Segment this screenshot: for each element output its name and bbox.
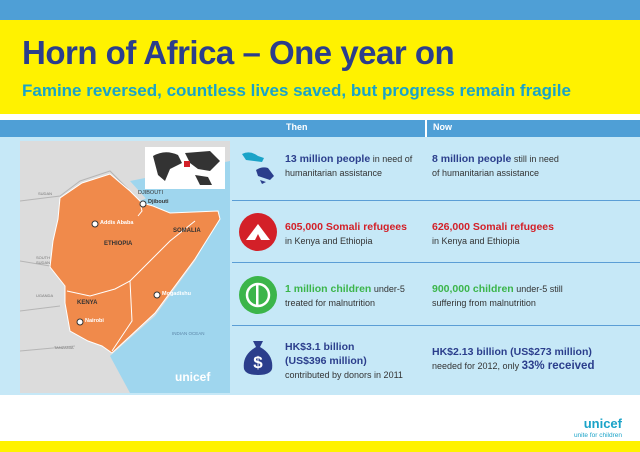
row3-now-text: 900,000 children under-5 still suffering… — [432, 283, 563, 308]
row4-then-text: HK$3.1 billion (US$396 million) contribu… — [285, 341, 403, 380]
map-label-indian-ocean: INDIAN OCEAN — [172, 331, 205, 336]
map-label-nairobi: Nairobi — [85, 318, 104, 324]
page-subtitle: Famine reversed, countless lives saved, … — [22, 81, 571, 100]
refugee-tent-icon — [238, 212, 278, 252]
mogadishu-marker — [153, 291, 161, 299]
addis-ababa-marker — [91, 220, 99, 228]
row-divider — [232, 200, 640, 201]
money-bag-icon: $ — [238, 337, 278, 377]
map-label-tanzania: TANZANIA — [54, 345, 74, 350]
djibouti-marker — [139, 200, 147, 208]
row4-now-text: HK$2.13 billion (US$273 million) needed … — [432, 346, 595, 372]
horn-region — [49, 173, 221, 354]
row3-then-text: 1 million children under-5 treated for m… — [285, 283, 405, 308]
svg-text:$: $ — [253, 353, 263, 372]
then-header-label: Then — [286, 122, 308, 132]
map-label-south-sudan: SOUTH SUDAN — [36, 255, 51, 265]
map-label-mogadishu: Mogadishu — [162, 291, 192, 297]
map-label-addis-ababa: Addis Ababa — [100, 220, 134, 226]
row1-then-text: 13 million people in need of humanitaria… — [285, 153, 413, 178]
then-column-header: Then — [0, 120, 425, 137]
map-label-kenya: KENYA — [77, 300, 98, 306]
sea-area — [110, 161, 230, 393]
map-label-somalia: SOMALIA — [173, 228, 201, 234]
horn-of-africa-map: DJIBOUTI Djibouti Addis Ababa ETHIOPIA S… — [20, 141, 230, 393]
nutrition-plate-icon — [238, 275, 278, 315]
globe-inset-icon — [145, 147, 225, 189]
top-band — [0, 0, 640, 20]
helping-hands-icon — [238, 146, 278, 186]
map-unicef-logo: unicef — [175, 370, 211, 384]
header-band — [0, 20, 640, 114]
map-label-djibouti-city: Djibouti — [148, 199, 169, 205]
row-divider — [232, 262, 640, 263]
row2-now-text: 626,000 Somali refugees in Kenya and Eth… — [432, 221, 554, 246]
nairobi-marker — [76, 318, 84, 326]
map-label-sudan: SUDAN — [38, 191, 53, 196]
now-column-header: Now — [427, 120, 640, 137]
now-header-label: Now — [433, 122, 452, 132]
map-label-ethiopia: ETHIOPIA — [104, 241, 133, 247]
map-label-uganda: UGANDA — [36, 293, 54, 298]
row1-now-text: 8 million people still in need of humani… — [432, 153, 559, 178]
unicef-footer-logo: unicef unite for children — [573, 416, 622, 439]
bottom-band — [0, 441, 640, 452]
map-label-djibouti-country: DJIBOUTI — [138, 190, 164, 196]
row2-then-text: 605,000 Somali refugees in Kenya and Eth… — [285, 221, 407, 246]
page-title: Horn of Africa – One year on — [22, 34, 455, 71]
row-divider — [232, 325, 640, 326]
